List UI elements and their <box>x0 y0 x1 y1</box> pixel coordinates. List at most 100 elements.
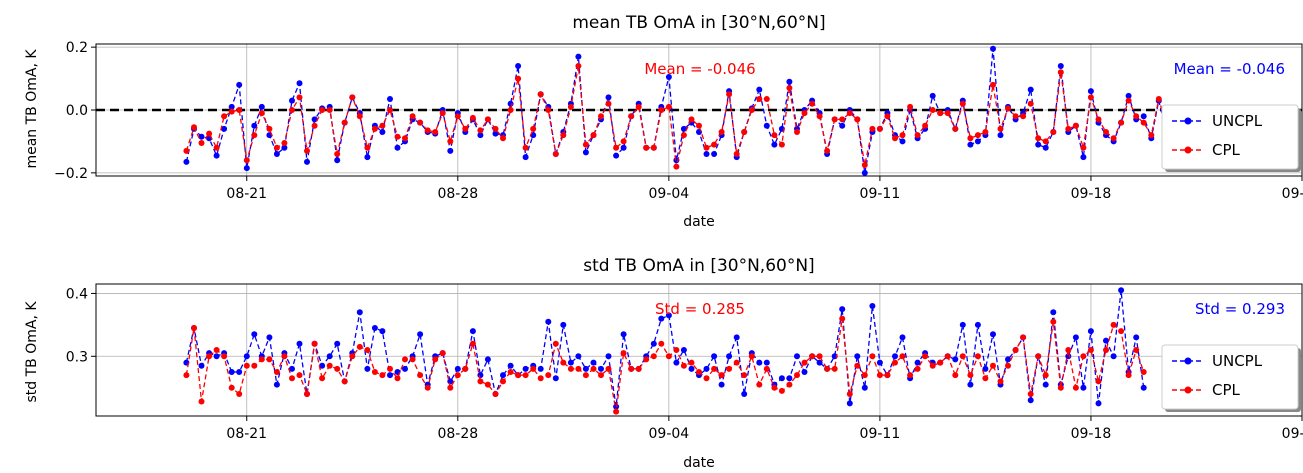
data-point-cpl <box>899 132 906 139</box>
data-point-uncpl <box>1095 400 1102 407</box>
data-point-uncpl <box>778 375 785 382</box>
data-point-cpl <box>929 362 936 369</box>
data-point-uncpl <box>892 353 898 360</box>
data-point-cpl <box>1148 132 1155 139</box>
data-point-uncpl <box>311 116 318 123</box>
data-point-cpl <box>371 369 378 375</box>
data-point-cpl <box>319 375 326 382</box>
data-point-cpl <box>1027 391 1034 397</box>
series-layer <box>183 287 1147 415</box>
data-point-uncpl <box>454 365 461 372</box>
data-point-cpl <box>952 125 959 132</box>
data-point-cpl <box>869 125 876 132</box>
data-point-cpl <box>613 144 620 151</box>
data-point-cpl <box>191 325 197 331</box>
data-point-cpl <box>552 151 559 157</box>
data-point-cpl <box>582 372 589 379</box>
data-point-cpl <box>688 116 695 123</box>
data-point-cpl <box>311 340 318 347</box>
data-point-cpl <box>846 110 853 117</box>
data-point-cpl <box>914 365 921 372</box>
data-point-uncpl <box>711 353 718 360</box>
data-point-cpl <box>228 384 235 391</box>
data-point-cpl <box>387 365 393 372</box>
data-point-cpl <box>974 353 981 360</box>
data-point-uncpl <box>1050 309 1057 316</box>
data-point-uncpl <box>567 359 574 366</box>
axis-ticks: 08-21 08-28 09-04 09-11 09-18 09-25 0.3 0.4 <box>66 286 1303 442</box>
data-point-uncpl <box>974 321 981 328</box>
data-point-cpl <box>273 369 280 375</box>
data-point-cpl <box>469 114 476 121</box>
data-point-cpl <box>696 369 702 375</box>
data-point-cpl <box>733 151 740 157</box>
data-point-cpl <box>432 129 439 135</box>
data-point-cpl <box>628 113 635 120</box>
data-point-cpl <box>537 375 544 382</box>
data-point-cpl <box>846 391 853 397</box>
data-point-cpl <box>484 116 491 123</box>
data-point-cpl <box>733 359 740 366</box>
data-point-uncpl <box>1087 328 1094 335</box>
data-point-uncpl <box>982 365 989 372</box>
data-point-cpl <box>206 130 213 137</box>
data-point-uncpl <box>967 141 974 148</box>
data-point-cpl <box>801 359 808 366</box>
data-point-cpl <box>1065 347 1072 353</box>
data-point-uncpl <box>334 340 341 347</box>
data-point-cpl <box>892 359 898 366</box>
data-point-uncpl <box>763 359 770 366</box>
legend-label-uncpl: UNCPL <box>1212 112 1263 130</box>
data-point-cpl <box>1087 94 1094 101</box>
data-point-cpl <box>997 125 1004 132</box>
data-point-uncpl <box>236 369 243 375</box>
data-point-cpl <box>748 353 755 360</box>
y-tick-label: 0.3 <box>66 349 88 365</box>
data-point-uncpl <box>296 80 303 87</box>
data-point-cpl <box>1012 113 1019 120</box>
data-point-cpl <box>387 107 393 113</box>
data-point-uncpl <box>869 303 876 309</box>
data-point-cpl <box>914 132 921 139</box>
data-point-uncpl <box>703 365 710 372</box>
data-point-cpl <box>990 81 996 88</box>
data-point-cpl <box>748 107 755 113</box>
data-point-uncpl <box>605 94 612 101</box>
data-point-cpl <box>1057 384 1064 391</box>
data-point-uncpl <box>1057 63 1064 69</box>
data-point-uncpl <box>1080 154 1087 161</box>
data-point-cpl <box>326 107 333 113</box>
data-point-cpl <box>952 372 959 379</box>
data-point-cpl <box>1103 347 1109 353</box>
data-point-cpl <box>409 356 416 363</box>
data-point-cpl <box>718 372 725 379</box>
x-axis-label: date <box>683 214 715 230</box>
data-point-cpl <box>658 340 665 347</box>
data-point-cpl <box>839 116 846 123</box>
x-tick-label: 09-25 <box>1282 426 1303 442</box>
data-point-cpl <box>1042 372 1049 379</box>
data-point-cpl <box>281 353 288 360</box>
data-point-uncpl <box>613 152 620 159</box>
data-point-cpl <box>1080 353 1087 360</box>
data-point-cpl <box>650 144 657 151</box>
data-point-cpl <box>620 138 627 145</box>
data-point-cpl <box>854 116 861 123</box>
data-point-cpl <box>741 372 748 379</box>
data-point-uncpl <box>718 381 725 388</box>
data-point-cpl <box>778 387 785 394</box>
data-point-uncpl <box>590 359 597 366</box>
data-point-cpl <box>462 365 469 372</box>
data-point-cpl <box>560 359 567 366</box>
data-point-cpl <box>937 359 944 366</box>
data-point-cpl <box>1095 116 1102 123</box>
data-point-uncpl <box>545 318 552 325</box>
data-point-cpl <box>424 127 431 134</box>
data-point-uncpl <box>379 328 386 335</box>
data-point-uncpl <box>213 152 220 159</box>
data-point-uncpl <box>236 81 243 88</box>
data-point-cpl <box>1072 122 1079 129</box>
data-point-uncpl <box>515 63 522 69</box>
data-point-cpl <box>590 365 597 372</box>
data-point-cpl <box>258 356 265 363</box>
